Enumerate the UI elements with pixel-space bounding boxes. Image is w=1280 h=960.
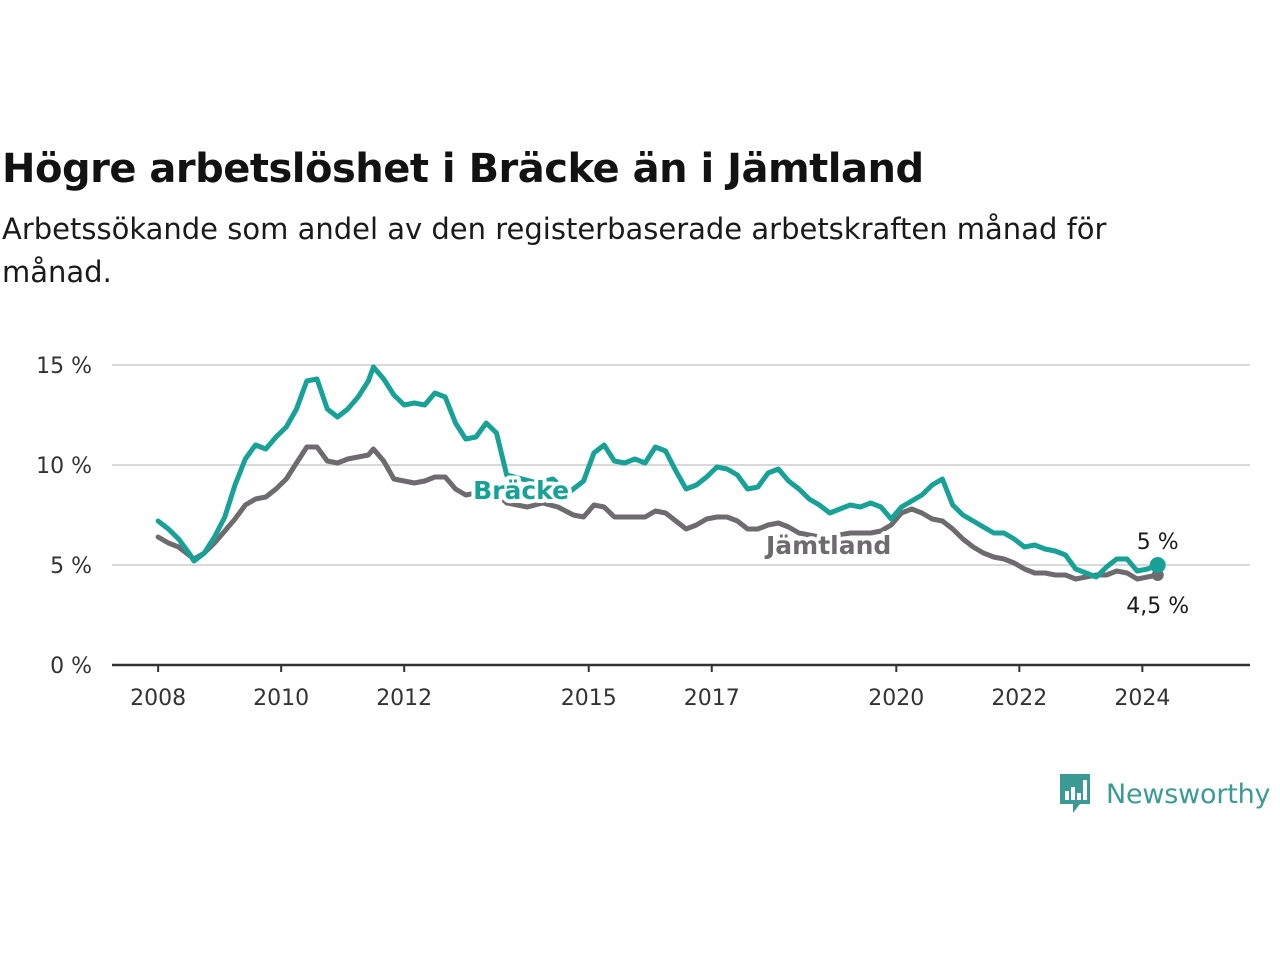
series-lines [155,364,1161,582]
x-tick-label: 2024 [1114,686,1170,711]
brand-logo: Newsworthy [1058,772,1271,816]
brand-name: Newsworthy [1106,778,1271,810]
series-line-jämtland [155,444,1161,582]
x-tick-label: 2010 [253,686,309,711]
y-axis-ticks: 0 % 5 % 10 % 15 % [36,354,92,679]
end-marker-bracke [1149,557,1166,573]
chart-title: Högre arbetslöshet i Bräcke än i Jämtlan… [2,146,924,192]
x-tick-label: 2012 [376,686,432,711]
y-tick-label: 5 % [50,554,92,579]
y-tick-label: 0 % [50,654,92,679]
x-axis-ticks: 2008 2010 2012 2015 2017 2020 2022 2024 [130,665,1170,711]
y-tick-label: 10 % [36,454,92,479]
newsworthy-logo-icon [1060,774,1090,813]
series-label-jamtland: Jämtland [764,531,891,560]
x-tick-label: 2015 [561,686,617,711]
series-labels: 5 % 4,5 % Bräcke Jämtland [469,472,1189,619]
gridlines [112,364,1250,566]
x-tick-label: 2020 [868,686,924,711]
x-tick-label: 2017 [684,686,740,711]
y-tick-label: 15 % [36,354,92,379]
x-tick-label: 2008 [130,686,186,711]
chart-subtitle: Arbetssökande som andel av den registerb… [2,212,1107,289]
x-tick-label: 2022 [991,686,1047,711]
series-line-bräcke [155,364,1161,580]
series-label-bracke: Bräcke [473,476,569,505]
end-label-bracke: 5 % [1137,530,1179,555]
end-label-jamtland: 4,5 % [1126,594,1189,619]
